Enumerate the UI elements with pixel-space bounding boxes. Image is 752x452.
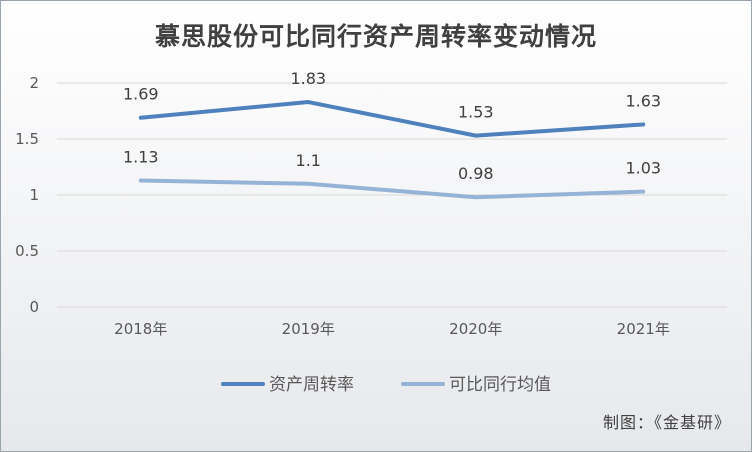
- x-tick-label: 2020年: [449, 320, 502, 338]
- data-label: 1.53: [458, 103, 494, 122]
- x-tick-label: 2019年: [282, 320, 335, 338]
- data-label: 1.1: [296, 151, 321, 170]
- data-label: 1.69: [123, 85, 159, 104]
- source-note: 制图：《金基研》: [602, 413, 731, 432]
- data-label: 1.83: [290, 69, 326, 88]
- chart-title: 慕思股份可比同行资产周转率变动情况: [154, 22, 597, 51]
- legend-label: 资产周转率: [269, 375, 354, 395]
- y-tick-label: 1: [29, 186, 39, 204]
- x-tick-label: 2021年: [617, 320, 670, 338]
- legend-label: 可比同行均值: [449, 375, 551, 395]
- x-tick-label: 2018年: [114, 320, 167, 338]
- series-line-1: [138, 100, 646, 138]
- data-label: 1.13: [123, 147, 159, 166]
- y-tick-label: 2: [29, 74, 39, 92]
- series-line-2: [138, 178, 646, 200]
- y-tick-label: 0.5: [15, 242, 39, 260]
- data-label: 1.63: [625, 91, 661, 110]
- y-tick-label: 1.5: [15, 130, 39, 148]
- data-label: 1.03: [625, 159, 661, 178]
- y-tick-label: 0: [29, 298, 39, 316]
- data-label: 0.98: [458, 164, 494, 183]
